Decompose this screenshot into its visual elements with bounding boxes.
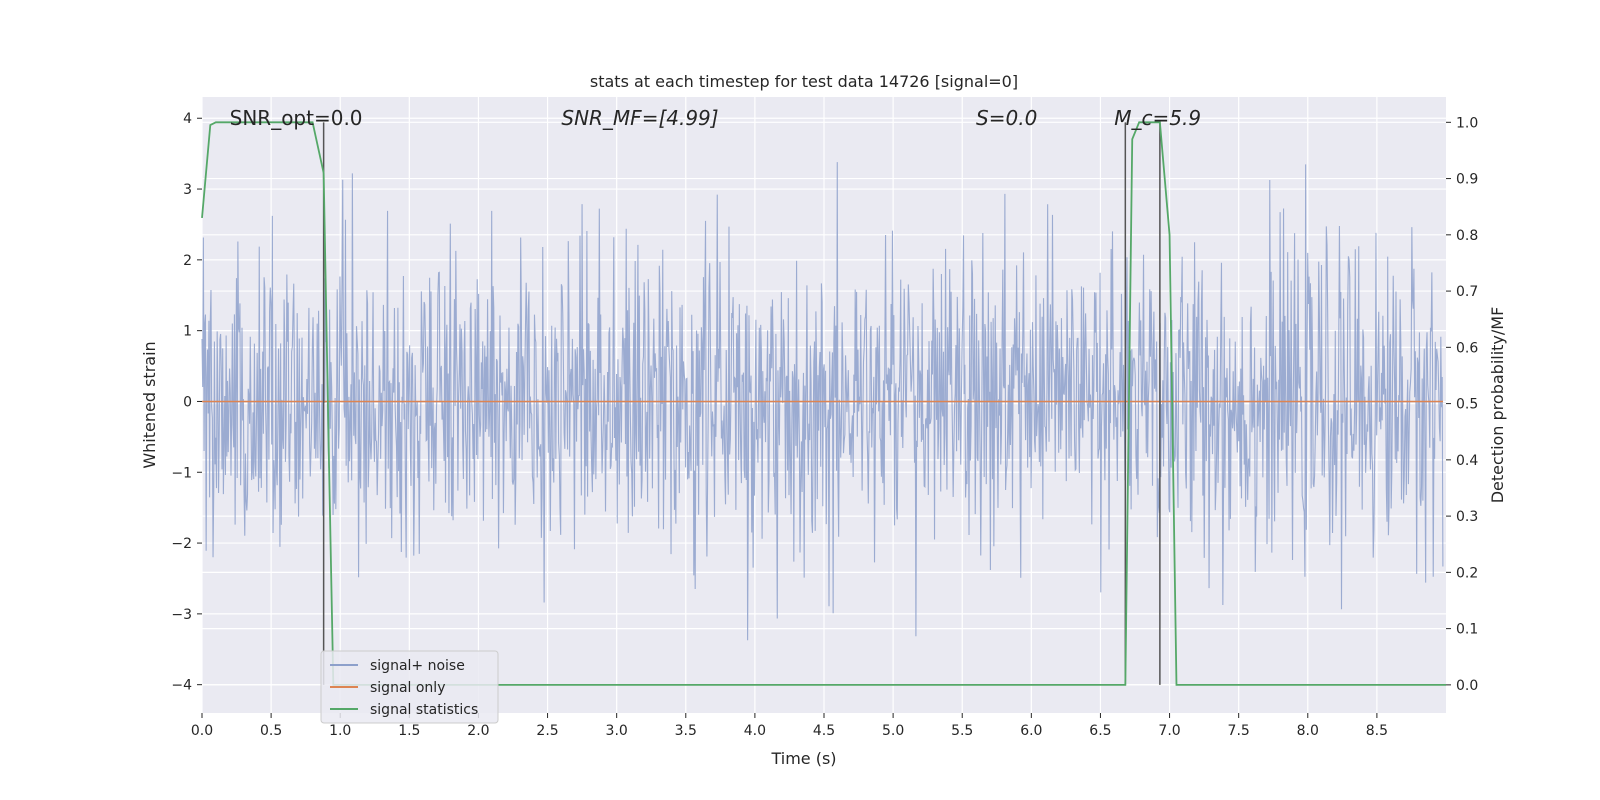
annotation-s: S=0.0 bbox=[976, 106, 1037, 130]
y-right-tick-label: 0.4 bbox=[1456, 453, 1478, 469]
annotation-snr-mf: SNR_MF=[4.99] bbox=[561, 106, 718, 130]
y-tick-label: −3 bbox=[171, 607, 192, 623]
signal-statistics-line bbox=[201, 121, 1446, 686]
y-tick-label: −1 bbox=[171, 465, 192, 481]
y-right-tick-label: 0.2 bbox=[1456, 565, 1478, 581]
x-tick-label: 2.0 bbox=[467, 723, 489, 739]
x-tick-label: 0.0 bbox=[191, 723, 213, 739]
series-signal-statistics bbox=[201, 121, 1446, 686]
x-tick-label: 0.5 bbox=[260, 723, 282, 739]
y-tick-label: 3 bbox=[183, 182, 192, 198]
grid-lines bbox=[201, 97, 1446, 713]
x-tick-label: 7.5 bbox=[1228, 723, 1250, 739]
y-right-tick-label: 0.1 bbox=[1456, 622, 1478, 638]
x-tick-label: 1.0 bbox=[329, 723, 351, 739]
x-tick-label: 5.5 bbox=[951, 723, 973, 739]
annotations: SNR_opt=0.0 SNR_MF=[4.99] S=0.0 M_c=5.9 bbox=[230, 106, 1201, 130]
x-tick-label: 2.5 bbox=[536, 723, 558, 739]
x-tick-label: 1.5 bbox=[398, 723, 420, 739]
y-right-tick-label: 0.8 bbox=[1456, 228, 1478, 244]
y-right-tick-label: 0.6 bbox=[1456, 340, 1478, 356]
x-tick-label: 6.0 bbox=[1020, 723, 1042, 739]
y-tick-label: 4 bbox=[183, 111, 192, 127]
legend-box bbox=[320, 650, 499, 724]
x-tick-label: 4.5 bbox=[813, 723, 835, 739]
x-tick-label: 3.0 bbox=[606, 723, 628, 739]
legend-label: signal statistics bbox=[370, 702, 478, 718]
annotation-snr-opt: SNR_opt=0.0 bbox=[230, 106, 363, 130]
y-right-tick-label: 0.0 bbox=[1456, 678, 1478, 694]
x-tick-label: 3.5 bbox=[675, 723, 697, 739]
axes: 0.0 0.5 1.0 1.5 2.0 2.5 3.0 3.5 4.0 4.5 5.0 5.5 6.0 6… bbox=[171, 111, 1478, 739]
y-tick-label: −2 bbox=[171, 536, 192, 552]
y-axis-label: Whitened strain bbox=[140, 341, 159, 468]
x-tick-label: 7.0 bbox=[1158, 723, 1180, 739]
chart-title: stats at each timestep for test data 147… bbox=[590, 72, 1018, 91]
x-tick-label: 6.5 bbox=[1089, 723, 1111, 739]
y-right-tick-label: 0.5 bbox=[1456, 397, 1478, 413]
x-tick-label: 8.0 bbox=[1297, 723, 1319, 739]
series-signal-noise bbox=[201, 162, 1444, 641]
x-tick-label: 8.5 bbox=[1366, 723, 1388, 739]
y-tick-label: −4 bbox=[171, 678, 192, 694]
x-axis-label: Time (s) bbox=[770, 749, 836, 768]
y-right-tick-label: 0.9 bbox=[1456, 172, 1478, 188]
legend: signal+ noise signal only signal statistic… bbox=[320, 650, 499, 724]
legend-label: signal only bbox=[370, 680, 445, 696]
x-tick-label: 4.0 bbox=[744, 723, 766, 739]
x-tick-label: 5.0 bbox=[882, 723, 904, 739]
y-axis-right-label: Detection probability/MF bbox=[1488, 307, 1507, 504]
y-tick-label: 2 bbox=[183, 253, 192, 269]
legend-label: signal+ noise bbox=[370, 658, 465, 674]
annotation-mc: M_c=5.9 bbox=[1114, 106, 1201, 130]
y-right-tick-label: 0.3 bbox=[1456, 509, 1478, 525]
y-tick-label: 0 bbox=[183, 394, 192, 410]
signal-noise-line bbox=[201, 162, 1444, 641]
y-right-tick-label: 1.0 bbox=[1456, 115, 1478, 131]
y-right-tick-label: 0.7 bbox=[1456, 284, 1478, 300]
y-tick-label: 1 bbox=[183, 324, 192, 340]
